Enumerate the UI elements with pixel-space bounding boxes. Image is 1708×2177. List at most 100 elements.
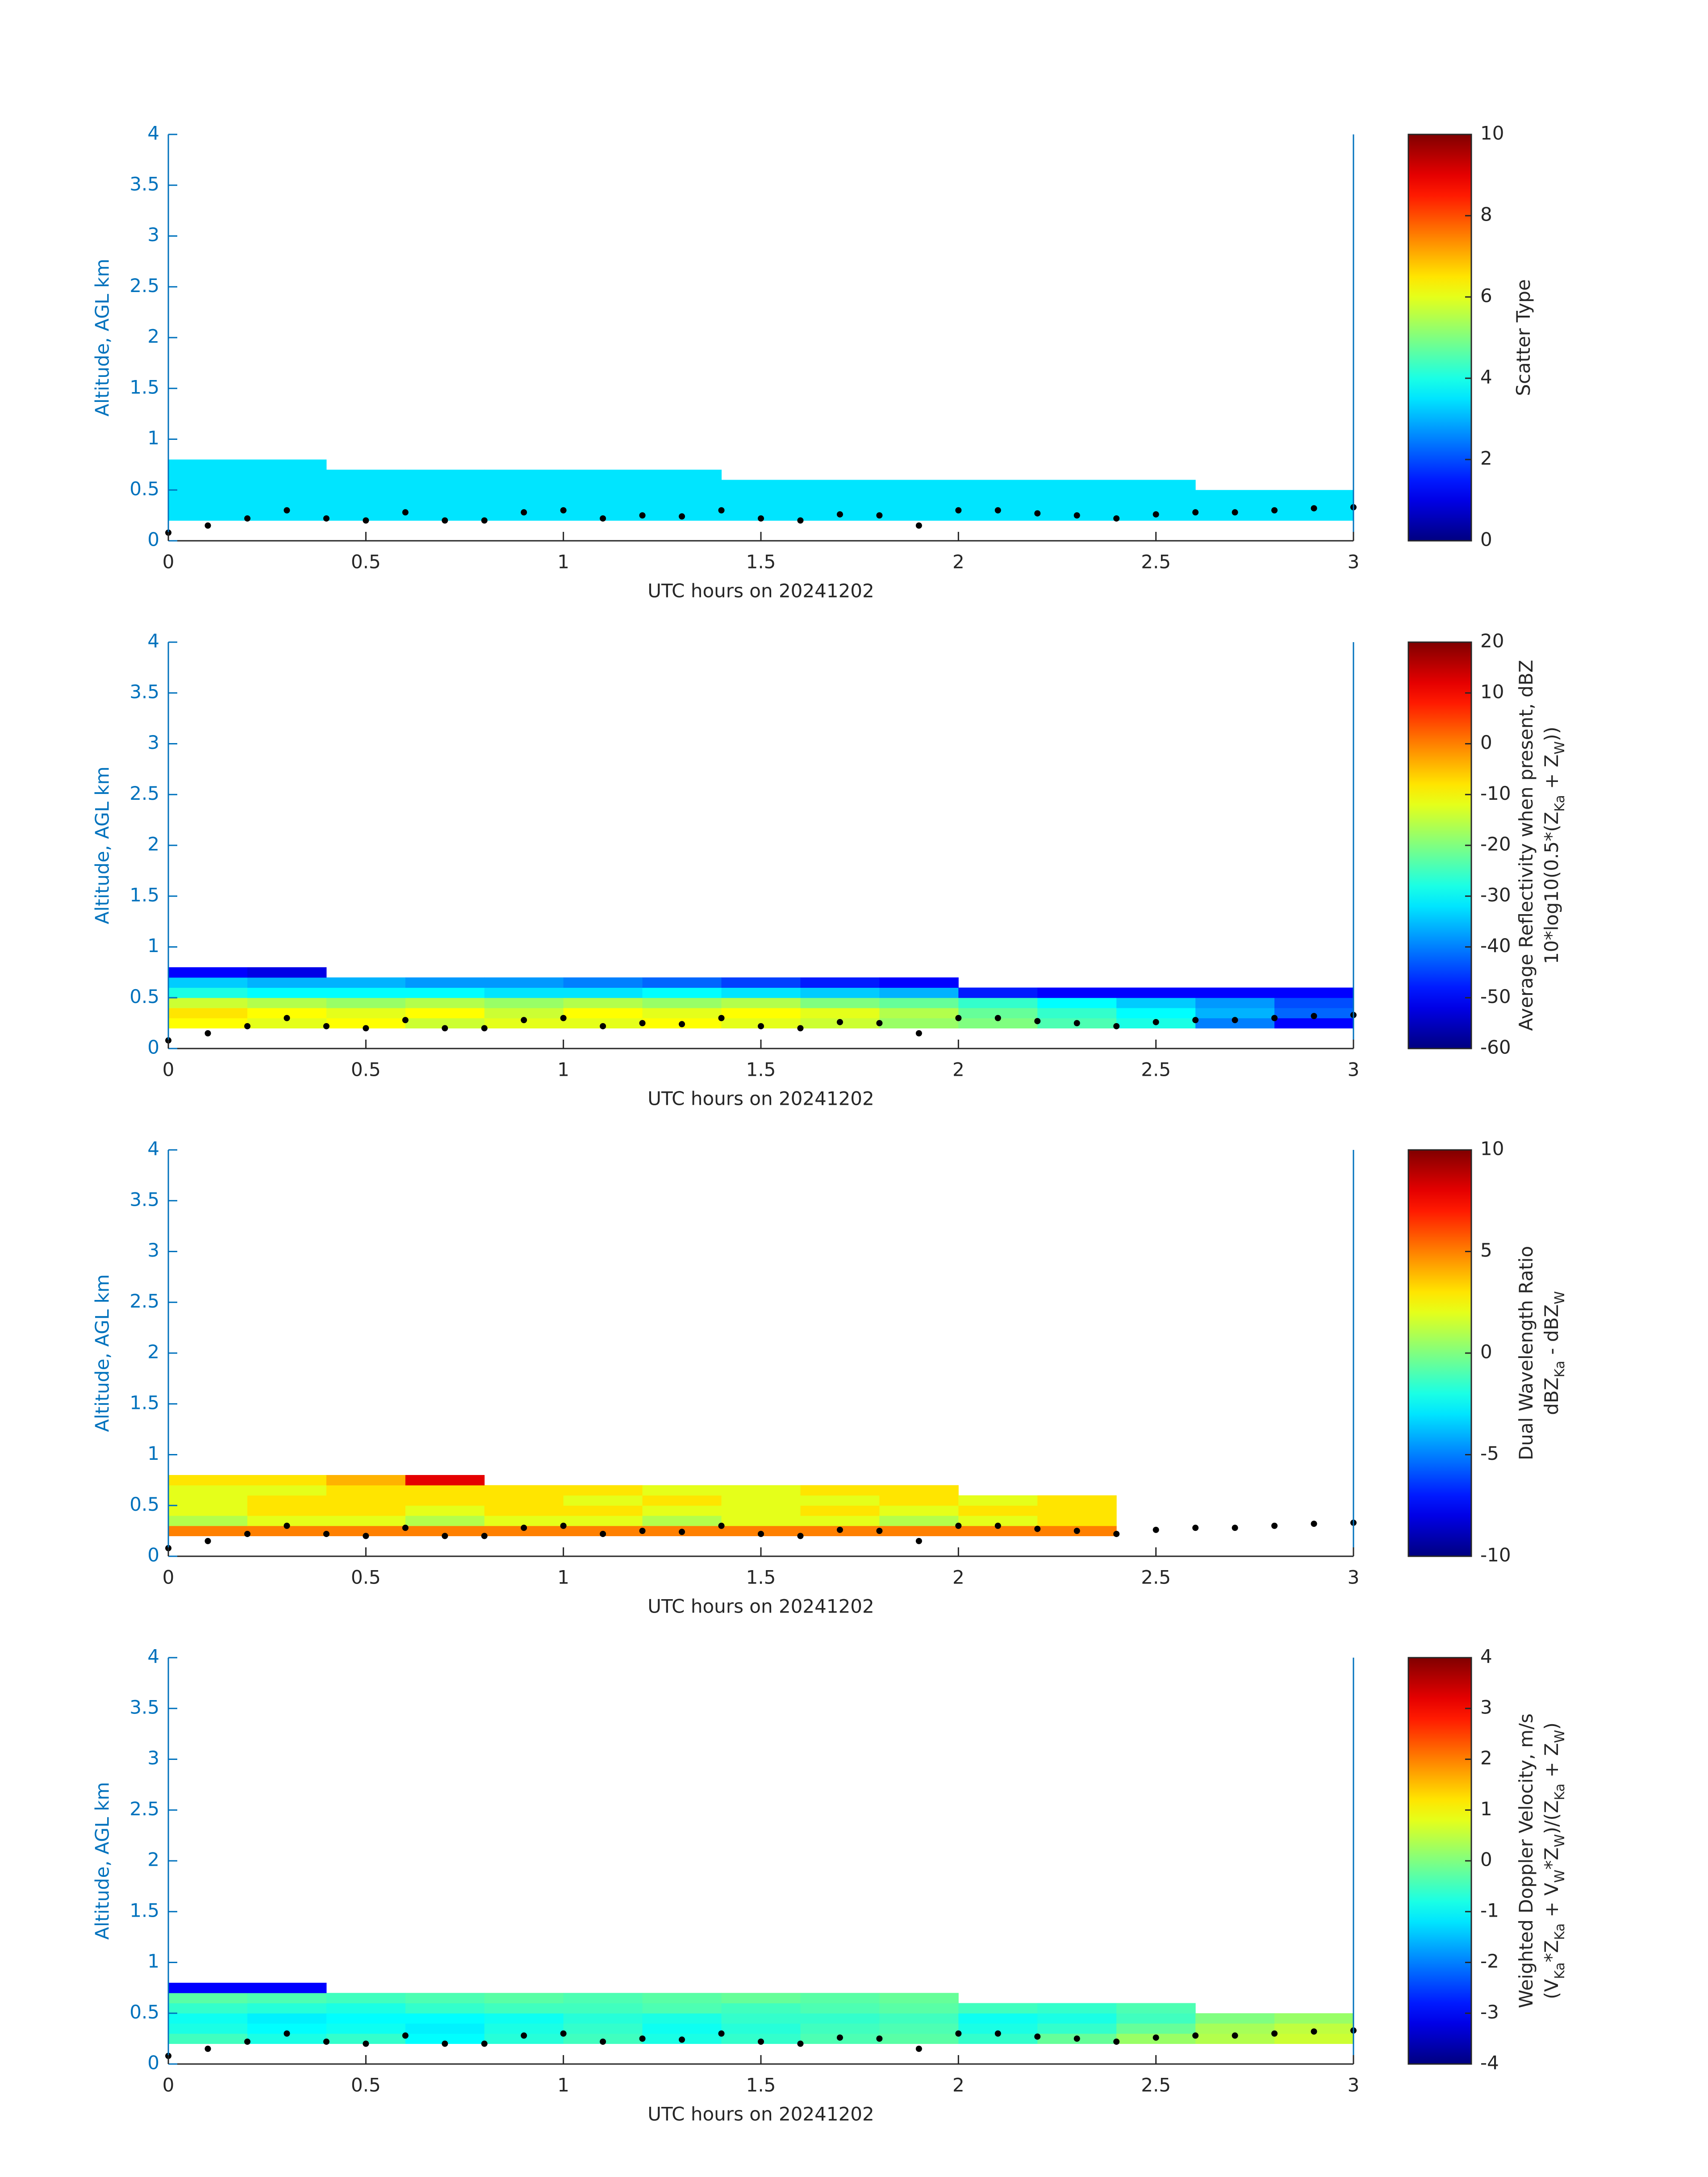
heatmap-cell (721, 1485, 801, 1496)
marker-dot (994, 2030, 1001, 2037)
heatmap-cell (247, 460, 327, 470)
y-tick-label: 1 (147, 427, 159, 449)
heatmap-cell (168, 967, 248, 978)
heatmap-cell (168, 977, 248, 988)
heatmap-cell (247, 977, 327, 988)
marker-dot (955, 2030, 962, 2037)
heatmap-cell (168, 987, 248, 998)
heatmap-cell (326, 998, 406, 1008)
heatmap-cell (563, 480, 643, 490)
colorbar-tick-label: 6 (1480, 285, 1492, 307)
y-tick-label: 3 (147, 1239, 159, 1261)
heatmap-cell (1274, 1018, 1354, 1028)
marker-dot (718, 507, 725, 514)
colorbar (1407, 134, 1472, 542)
heatmap-cell (563, 987, 643, 998)
marker-dot (1034, 2033, 1041, 2040)
heatmap-cell (958, 500, 1038, 511)
marker-dot (639, 512, 646, 519)
marker-dot (758, 1023, 764, 1029)
heatmap-cell (484, 977, 564, 988)
heatmap-cell (800, 1495, 880, 1506)
marker-dot (205, 2045, 211, 2052)
heatmap-cell (168, 1485, 248, 1496)
y-tick-label: 0.5 (129, 478, 159, 500)
marker-dot (323, 2038, 330, 2045)
y-tick-label: 0.5 (129, 2001, 159, 2023)
heatmap-cell (563, 2013, 643, 2024)
heatmap-cell (326, 1525, 406, 1536)
marker-dot (244, 2038, 251, 2045)
heatmap-cell (405, 2013, 485, 2024)
marker-dot (600, 2038, 606, 2045)
marker-dot (876, 512, 883, 519)
y-tick-label: 2 (147, 1849, 159, 1871)
heatmap-cell (1037, 1505, 1117, 1516)
heatmap-cell (721, 1495, 801, 1506)
marker-dot (481, 1025, 488, 1032)
heatmap-cell (721, 2013, 801, 2024)
label-part: Weighted Doppler Velocity, m/s (1515, 1713, 1537, 2008)
marker-dot (1192, 1017, 1199, 1024)
marker-dot (836, 1526, 843, 1533)
colorbar-tick-label: -10 (1480, 1544, 1511, 1566)
heatmap-cell (484, 480, 564, 490)
marker-dot (1311, 1013, 1317, 1020)
heatmap-cell (721, 2023, 801, 2034)
x-tick-label: 0.5 (351, 551, 381, 573)
label-part: Dual Wavelength Ratio (1515, 1246, 1537, 1460)
marker-dot (797, 1533, 804, 1539)
heatmap-cell (1116, 2013, 1196, 2024)
heatmap-cell (721, 500, 801, 511)
heatmap-cell (326, 1018, 406, 1028)
colorbar-label: Dual Wavelength Ratio (1515, 1246, 1537, 1460)
heatmap-cell (484, 998, 564, 1008)
colorbar-tick-label: -5 (1480, 1442, 1499, 1464)
heatmap-cell (879, 987, 959, 998)
heatmap-cell (247, 1525, 327, 1536)
x-tick-label: 2 (952, 2074, 965, 2096)
x-tick-label: 3 (1348, 551, 1360, 573)
heatmap-cell (958, 2033, 1038, 2044)
x-tick-label: 0 (163, 551, 175, 573)
heatmap-cell (484, 1525, 564, 1536)
heatmap-cell (879, 1525, 959, 1536)
marker-dot (560, 2030, 567, 2037)
marker-dot (1311, 1521, 1317, 1527)
x-tick-label: 3 (1348, 2074, 1360, 2096)
marker-dot (994, 1522, 1001, 1529)
x-tick-label: 1 (557, 2074, 569, 2096)
heatmap-cell (800, 1505, 880, 1516)
heatmap-cell (1037, 1495, 1117, 1506)
heatmap-cell (1116, 998, 1196, 1008)
heatmap-cell (879, 1516, 959, 1526)
marker-dot (521, 509, 527, 516)
y-tick-label: 2.5 (129, 782, 159, 804)
colorbar-tick-label: -30 (1480, 884, 1511, 906)
marker-dot (915, 522, 922, 529)
marker-dot (284, 1015, 290, 1021)
marker-dot (797, 517, 804, 524)
heatmap-cell (168, 469, 248, 480)
marker-dot (600, 515, 606, 522)
x-tick-label: 0.5 (351, 1567, 381, 1588)
marker-dot (1232, 509, 1238, 516)
heatmap-cell (405, 1495, 485, 1506)
heatmap-cell (247, 480, 327, 490)
heatmap-cell (879, 490, 959, 501)
heatmap-cell (563, 1993, 643, 2003)
marker-dot (323, 515, 330, 522)
marker-dot (244, 1023, 251, 1029)
heatmap-cell (642, 977, 722, 988)
y-tick-label: 0 (147, 1544, 159, 1566)
marker-dot (205, 1538, 211, 1544)
label-part: )/(Z (1541, 1800, 1562, 1834)
x-tick-label: 0.5 (351, 1059, 381, 1081)
label-part: + Z (1541, 1743, 1562, 1784)
colorbar-label: dBZKa - dBZW (1541, 1291, 1568, 1415)
heatmap-cell (484, 987, 564, 998)
heatmap-cell (247, 2003, 327, 2014)
heatmap-cell (1037, 987, 1117, 998)
label-subscript: Ka (1552, 1361, 1568, 1378)
heatmap-cell (168, 1525, 248, 1536)
